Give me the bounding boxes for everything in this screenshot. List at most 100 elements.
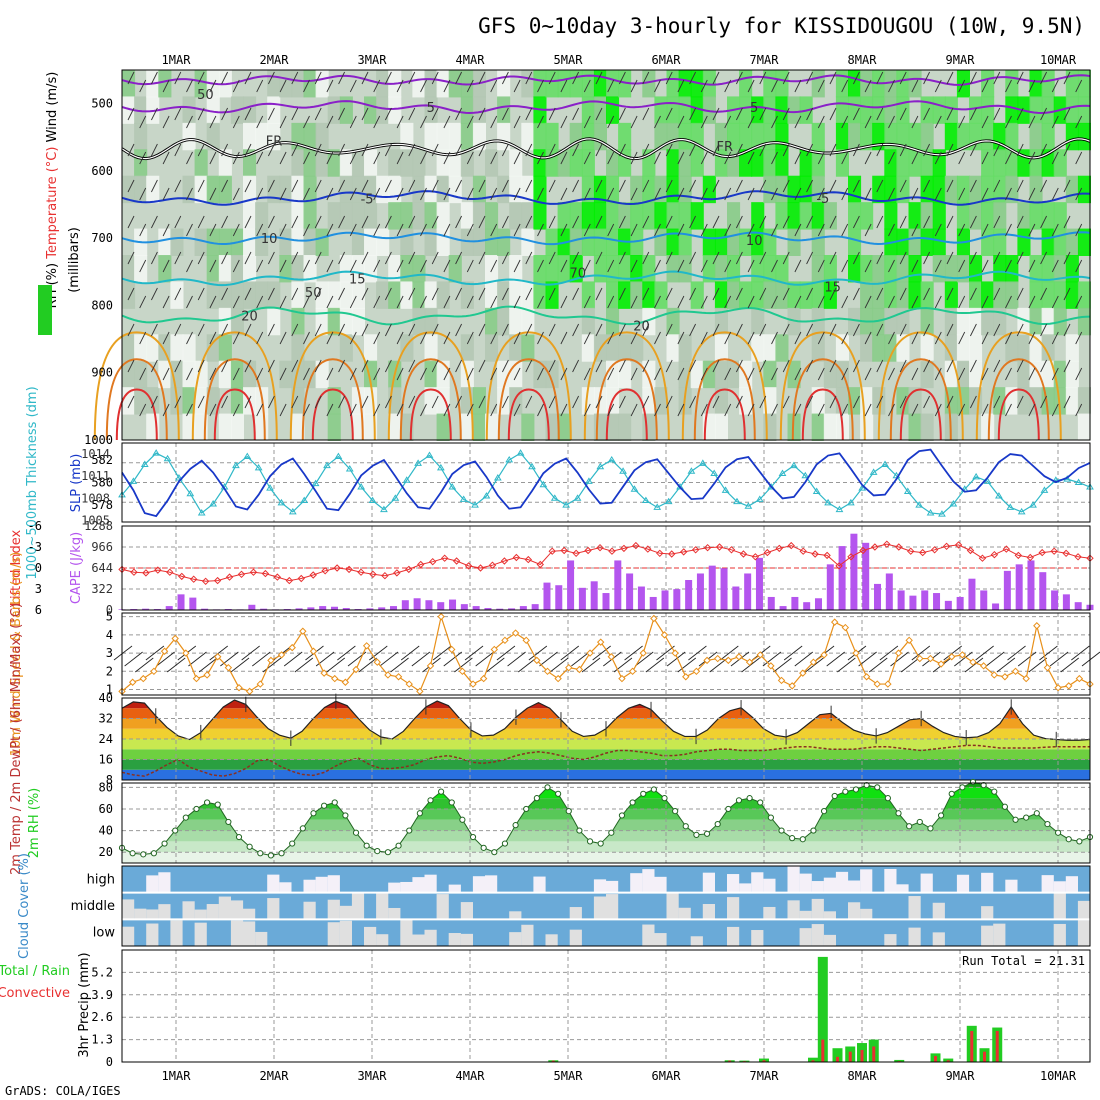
rh-point <box>746 795 753 802</box>
lifted-index-point <box>345 565 353 574</box>
lifted-index-point <box>954 541 963 549</box>
wind-speed-point <box>618 674 626 683</box>
wind-barb <box>349 79 357 93</box>
contour-warm-hump <box>801 388 844 441</box>
rh-cell <box>206 96 220 124</box>
wind-barb <box>431 71 439 85</box>
wind-barb <box>1016 107 1024 121</box>
rh-cell <box>267 307 281 336</box>
precip-convective-bar <box>551 1060 555 1062</box>
contour-label: 50 <box>197 88 214 103</box>
wind-barb-10m <box>390 657 409 673</box>
wind-barb <box>513 331 521 345</box>
wind-barb <box>478 395 486 409</box>
lifted-index-point <box>142 569 150 577</box>
wind-barb-10m <box>230 657 250 673</box>
rh-cell <box>533 281 547 309</box>
rh-cell <box>170 334 184 362</box>
wind-barb <box>794 403 802 417</box>
lifted-index-point <box>930 546 939 554</box>
wind-barb <box>326 115 334 129</box>
rh-cell <box>884 96 898 124</box>
rh-cell <box>485 202 499 230</box>
rh-cell <box>448 255 462 283</box>
rh-cell <box>799 175 813 204</box>
cloud-gap-cell <box>848 880 861 893</box>
wind-barb <box>1028 115 1036 129</box>
wind-barb <box>455 179 463 193</box>
wind-barb-10m <box>911 645 931 661</box>
rh-cell <box>702 175 716 204</box>
rh-cell <box>1029 360 1043 389</box>
wind-barb <box>806 107 814 121</box>
rh-point <box>820 808 828 815</box>
cloud-gap-cell <box>739 883 752 893</box>
wind-barb <box>174 323 182 337</box>
wind-barb <box>946 359 954 373</box>
rh-cell <box>993 387 1007 415</box>
cloud-gap-cell <box>509 911 522 920</box>
wind-barb <box>958 151 966 165</box>
rh-point <box>640 790 647 797</box>
wind-barb <box>852 359 860 373</box>
wind-barb <box>127 179 135 193</box>
wind-barb <box>279 259 287 273</box>
wind-barb <box>186 187 193 201</box>
thickness-point <box>596 462 605 470</box>
slp-tick: 1005 <box>81 514 110 528</box>
wind-speed-point <box>894 649 903 657</box>
rh-cell <box>823 255 837 283</box>
rh-cell <box>255 281 269 309</box>
rh-cell <box>848 70 862 98</box>
rh-cell <box>763 413 777 441</box>
cloud-gap-cell <box>448 884 461 893</box>
cape-bar <box>590 581 598 610</box>
wind-barb-10m <box>145 645 165 661</box>
wind-barb <box>501 107 509 121</box>
wind-barb <box>958 187 966 201</box>
rh-cell <box>182 122 196 151</box>
lifted-index-point <box>178 572 186 581</box>
rh-cell <box>134 255 148 283</box>
rh-cell <box>122 387 136 415</box>
cloud-gap-cell <box>823 934 836 946</box>
wind-barb-10m <box>741 657 760 673</box>
wind-barb <box>267 107 275 121</box>
rh-cell <box>920 334 934 362</box>
lifted-index-point <box>452 557 461 565</box>
rh-point <box>427 797 434 804</box>
wind-barb <box>513 295 521 309</box>
rh-point <box>842 788 849 795</box>
contour-label: -5 <box>361 192 374 207</box>
rh-cell <box>388 255 402 283</box>
contour-minus10 <box>121 74 1091 86</box>
lifted-index-point <box>333 564 341 572</box>
wind-barb <box>607 367 615 381</box>
cape-bar <box>390 606 398 610</box>
wind-barb <box>326 187 334 201</box>
contour-label: 50 <box>305 286 322 301</box>
wind-speed-point <box>607 653 616 661</box>
cloud-gap-cell <box>400 881 413 893</box>
cloud-gap-cell <box>932 902 945 920</box>
thickness-point <box>402 476 411 483</box>
wind-barb <box>771 331 778 345</box>
panel-frame <box>121 612 1091 696</box>
rh-cell <box>412 255 426 283</box>
wind-barb <box>256 331 264 345</box>
cape-bar <box>708 565 716 610</box>
rh-cell <box>412 202 426 230</box>
wind-barb-10m <box>688 645 707 661</box>
cloud-gap-cell <box>339 905 352 920</box>
rh-cell <box>956 360 970 389</box>
wind-barb <box>443 331 451 345</box>
wind-barb <box>443 79 451 93</box>
rh-cell <box>1041 360 1055 389</box>
rh-cell <box>823 413 837 441</box>
cloud-gap-cell <box>654 933 667 946</box>
rh-cell <box>533 122 547 151</box>
wind-speed-point <box>288 643 296 652</box>
rh-cell <box>739 122 753 151</box>
rh-cell <box>642 360 656 389</box>
wind-speed-point <box>830 618 839 626</box>
